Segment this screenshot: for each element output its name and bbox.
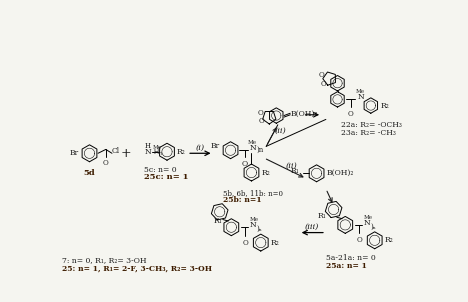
Text: $\rm H_n$: $\rm H_n$ [153, 148, 163, 158]
Text: N: N [250, 221, 256, 229]
Text: 5a-21a: n= 0: 5a-21a: n= 0 [326, 254, 376, 262]
Text: (ii): (ii) [274, 127, 286, 135]
Text: 25: n= 1, R₁= 2-F, 3-CH₃, R₂= 3-OH: 25: n= 1, R₁= 2-F, 3-CH₃, R₂= 3-OH [62, 265, 212, 273]
Text: 23a: R₂= -CH₃: 23a: R₂= -CH₃ [341, 130, 396, 137]
Text: N: N [144, 148, 151, 156]
Text: N: N [358, 93, 365, 101]
Text: (iii): (iii) [305, 223, 319, 231]
Text: R₂: R₂ [177, 148, 186, 156]
Text: 5b, 6b, 11b: n=0: 5b, 6b, 11b: n=0 [223, 189, 283, 197]
Text: B(OH)₂: B(OH)₂ [327, 169, 354, 177]
Text: R₁: R₁ [213, 217, 222, 225]
Text: 25a: n= 1: 25a: n= 1 [326, 262, 367, 270]
Text: +: + [121, 147, 131, 160]
Text: (i): (i) [196, 144, 205, 152]
Text: O: O [242, 239, 248, 247]
Text: O: O [257, 109, 263, 117]
Text: R₂: R₂ [262, 169, 271, 177]
Text: O: O [103, 159, 109, 167]
Text: )ₙ: )ₙ [256, 225, 262, 233]
Text: )ₙ: )ₙ [370, 223, 376, 230]
Text: H: H [145, 142, 151, 149]
Text: O: O [318, 71, 324, 79]
Text: B(OH)₂: B(OH)₂ [291, 110, 318, 118]
Text: O: O [259, 117, 264, 125]
Text: O: O [356, 236, 362, 244]
Text: 22a: R₂= -OCH₃: 22a: R₂= -OCH₃ [341, 121, 402, 129]
Text: )n: )n [256, 146, 263, 154]
Text: R₁: R₁ [291, 167, 300, 175]
Text: Me: Me [363, 215, 372, 220]
Text: 25b: n=1: 25b: n=1 [223, 196, 262, 204]
Text: N: N [364, 219, 371, 226]
Text: R₂: R₂ [271, 239, 279, 247]
Text: Me: Me [356, 89, 365, 94]
Text: Me: Me [248, 140, 257, 145]
Text: Me: Me [249, 217, 258, 222]
Text: 5d: 5d [84, 169, 95, 177]
Text: O: O [241, 160, 248, 168]
Text: R₂: R₂ [385, 236, 394, 244]
Text: R₁: R₁ [317, 212, 326, 220]
Text: 5c: n= 0: 5c: n= 0 [144, 165, 176, 174]
Text: 7: n= 0, R₁, R₂= 3-OH: 7: n= 0, R₁, R₂= 3-OH [62, 256, 147, 265]
Text: Br: Br [211, 142, 219, 150]
Text: Cl: Cl [112, 147, 120, 155]
Text: (ii): (ii) [285, 162, 297, 170]
Text: O: O [321, 80, 326, 88]
Text: N: N [250, 144, 256, 152]
Text: 25c: n= 1: 25c: n= 1 [144, 173, 188, 181]
Text: Br: Br [70, 149, 79, 157]
Text: R₂: R₂ [380, 101, 389, 110]
Text: Me: Me [152, 145, 161, 149]
Text: O: O [348, 110, 353, 118]
